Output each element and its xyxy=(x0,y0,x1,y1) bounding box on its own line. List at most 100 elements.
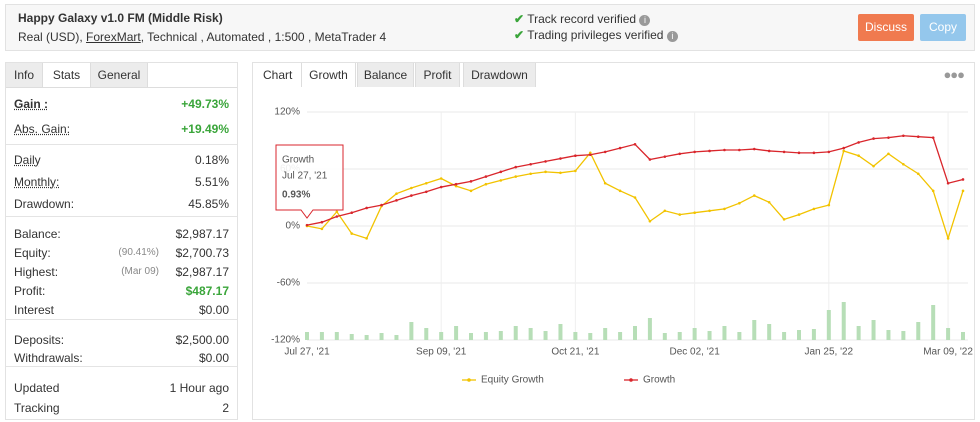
x-tick-label: Jul 27, '21 xyxy=(284,347,330,358)
volume-bar xyxy=(901,331,906,340)
x-tick-label: Oct 21, '21 xyxy=(551,347,599,358)
point xyxy=(424,181,428,185)
stat-label: Withdrawals: xyxy=(14,351,83,365)
broker-link[interactable]: ForexMart xyxy=(86,30,141,44)
point xyxy=(827,203,831,207)
stat-value: 2 xyxy=(222,401,229,415)
point xyxy=(931,136,935,139)
x-tick-label: Sep 09, '21 xyxy=(416,347,467,358)
point xyxy=(544,160,547,163)
volume-bar xyxy=(513,326,518,340)
volume-bar xyxy=(767,324,772,340)
discuss-button[interactable]: Discuss xyxy=(858,14,914,41)
point xyxy=(738,148,741,152)
separator xyxy=(6,216,237,217)
series-line xyxy=(306,135,964,226)
point xyxy=(961,178,965,181)
tab[interactable]: Stats xyxy=(43,63,91,87)
point xyxy=(320,227,324,231)
point xyxy=(618,146,622,150)
volume-bar xyxy=(722,326,727,340)
menu-icon[interactable]: ●●● xyxy=(943,67,965,82)
volume-bar xyxy=(573,332,578,340)
point xyxy=(827,150,831,154)
point xyxy=(484,182,488,186)
point xyxy=(902,162,905,166)
point xyxy=(588,151,592,155)
volume-bar xyxy=(692,328,697,340)
point xyxy=(514,175,518,178)
point xyxy=(469,189,473,193)
account-info: Real (USD), ForexMart, Technical , Autom… xyxy=(18,30,386,44)
point xyxy=(916,172,920,176)
volume-bar xyxy=(946,328,951,340)
tab-bar: Chart Growth Balance Profit Drawdown xyxy=(253,63,974,87)
stat-label: Drawdown: xyxy=(14,197,75,211)
stat-value: $0.00 xyxy=(198,351,229,365)
point xyxy=(946,181,950,185)
tab[interactable]: Growth xyxy=(301,63,356,87)
account-title: Happy Galaxy v1.0 FM (Middle Risk) xyxy=(18,11,223,25)
point xyxy=(812,207,816,211)
point xyxy=(365,206,368,210)
point xyxy=(723,148,726,152)
point xyxy=(529,162,532,166)
point xyxy=(365,237,368,240)
point xyxy=(946,237,950,240)
verified-text: Trading privileges verified xyxy=(527,28,664,42)
point xyxy=(305,223,309,227)
copy-button[interactable]: Copy xyxy=(920,14,966,41)
separator xyxy=(6,319,237,320)
point xyxy=(842,146,846,150)
point xyxy=(395,192,398,195)
stat-value: $487.17 xyxy=(185,284,229,298)
volume-bar xyxy=(528,328,533,340)
stat-label: Balance: xyxy=(14,227,61,241)
point xyxy=(559,157,562,160)
point xyxy=(708,149,711,153)
tab[interactable]: General xyxy=(91,63,148,87)
point xyxy=(916,135,920,138)
tab[interactable]: Info xyxy=(6,63,43,87)
separator xyxy=(6,144,237,145)
stat-label: Updated xyxy=(14,381,60,395)
point xyxy=(454,182,458,186)
stat-label: Deposits: xyxy=(14,333,65,347)
stat-value: +49.73% xyxy=(181,97,229,111)
volume-bar xyxy=(662,333,667,340)
point xyxy=(648,219,652,223)
point xyxy=(559,171,562,175)
point xyxy=(380,203,383,207)
volume-bar xyxy=(424,328,429,340)
tab[interactable]: Drawdown xyxy=(463,63,536,87)
volume-bar xyxy=(841,302,846,340)
point xyxy=(887,136,890,139)
point xyxy=(797,151,801,155)
chart-label: Chart xyxy=(263,68,293,82)
tab[interactable]: Balance xyxy=(357,63,414,87)
point xyxy=(663,155,667,158)
volume-bar xyxy=(826,310,831,340)
tooltip-value: 0.93% xyxy=(282,190,310,201)
legend-label: Equity Growth xyxy=(481,375,544,386)
point xyxy=(782,218,786,221)
volume-bar xyxy=(439,332,444,340)
tab[interactable]: Profit xyxy=(415,63,460,87)
volume-bar xyxy=(871,320,876,340)
volume-bar xyxy=(647,318,652,340)
stat-label: Daily xyxy=(14,153,41,167)
point xyxy=(499,170,503,174)
volume-bar xyxy=(916,322,921,340)
volume-bar xyxy=(633,326,637,340)
stat-value: $0.00 xyxy=(198,303,229,317)
point xyxy=(618,189,622,193)
stat-label: Monthly: xyxy=(14,175,60,189)
stat-value: +19.49% xyxy=(181,122,229,136)
volume-bar xyxy=(364,335,369,340)
point xyxy=(603,181,607,185)
y-tick-label: 120% xyxy=(274,107,300,118)
point xyxy=(782,150,786,154)
stat-note: (Mar 09) xyxy=(121,266,159,277)
stats-panel: Info Stats General Gain : +49.73% Abs. Gain:… xyxy=(5,62,238,420)
